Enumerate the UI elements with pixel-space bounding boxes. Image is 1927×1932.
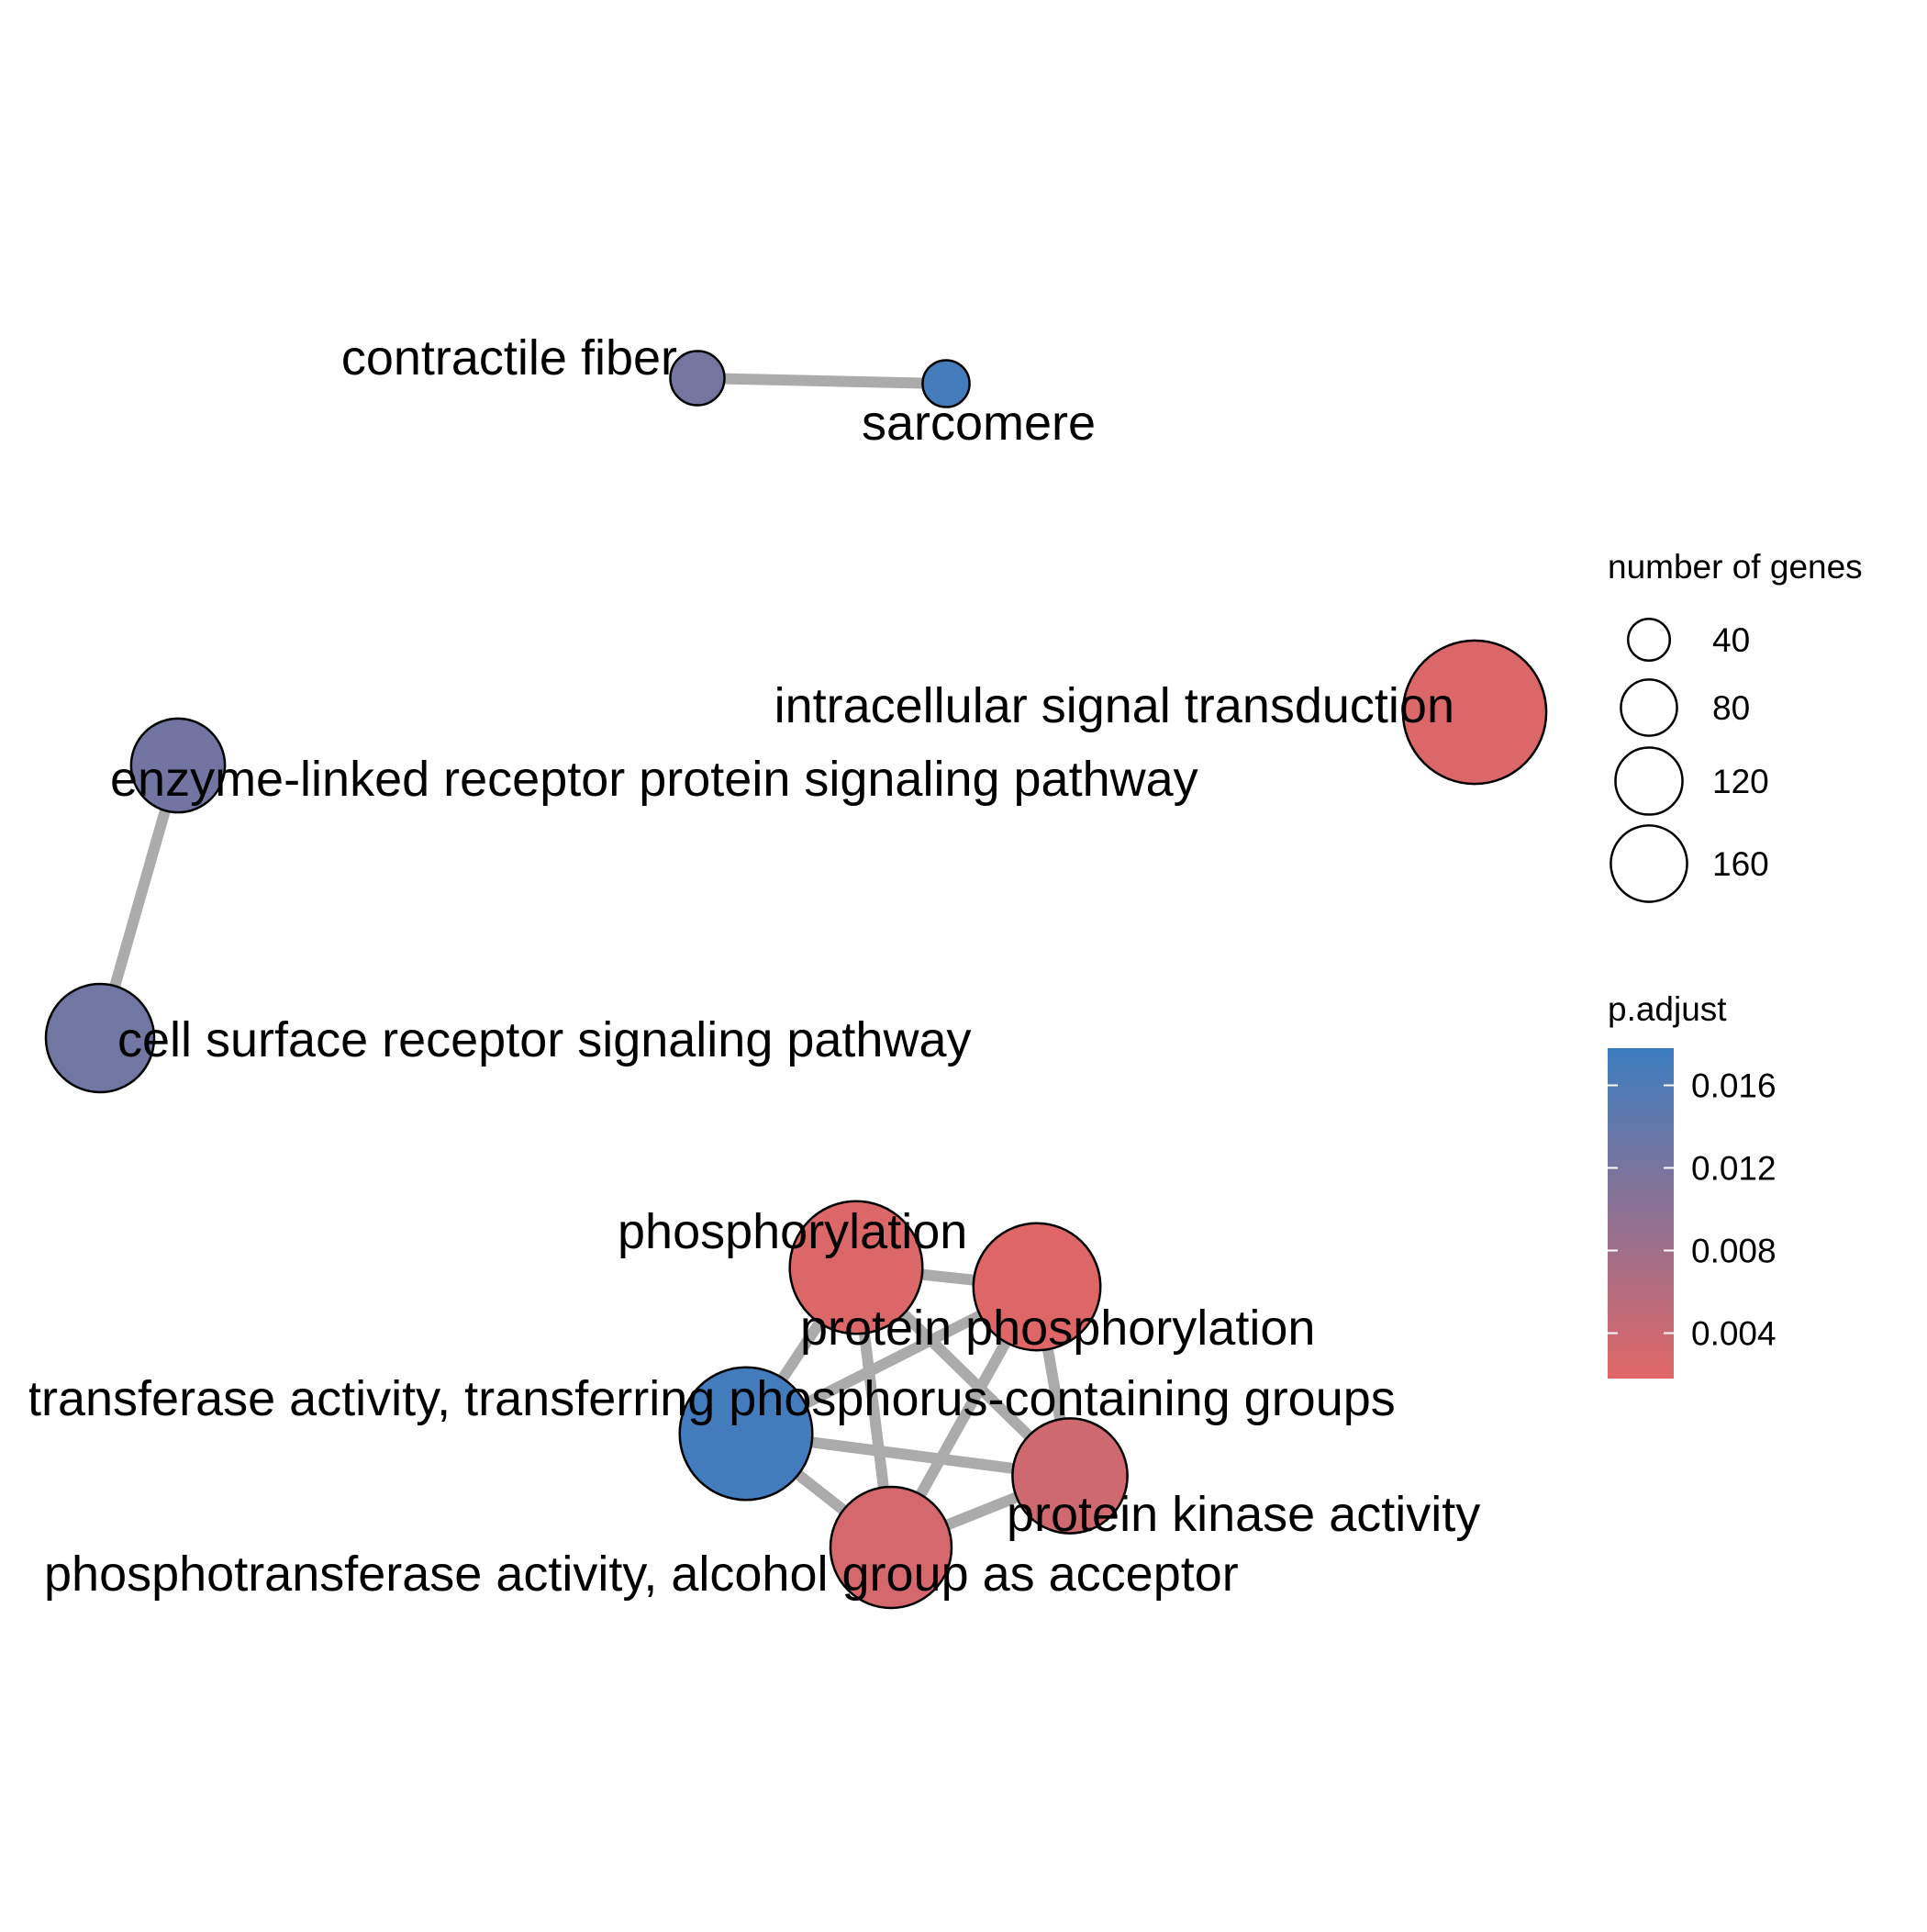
edge-contractile_fiber-sarcomere — [696, 373, 947, 389]
size-legend-circle-40 — [1626, 617, 1672, 663]
size-legend-label-160: 160 — [1712, 845, 1769, 883]
label-phosphorus-groups: transferase activity, transferring phosp… — [28, 1371, 1396, 1426]
color-legend-label-0.016: 0.016 — [1691, 1067, 1777, 1105]
color-bar — [1608, 1048, 1674, 1379]
size-legend-circle-80 — [1620, 678, 1678, 737]
label-enzyme-linked: enzyme-linked receptor protein signaling… — [110, 752, 1198, 807]
node-phosphorylation[interactable] — [788, 1200, 924, 1335]
size-legend-circle-120 — [1614, 746, 1684, 816]
color-legend-title: p.adjust — [1608, 990, 1727, 1028]
color-legend-label-0.008: 0.008 — [1691, 1233, 1777, 1270]
label-protein-phosphorylation: protein phosphorylation — [800, 1301, 1315, 1356]
nodes — [44, 350, 1548, 1610]
size-legend: number of genes 40 80 120 160 — [1608, 548, 1863, 903]
node-alcohol-acceptor[interactable] — [829, 1485, 953, 1610]
node-labels: contractile fiber sarcomere intracellular … — [28, 330, 1480, 1602]
size-legend-label-120: 120 — [1712, 763, 1769, 800]
color-legend: p.adjust 0.016 0.012 0.008 0.004 — [1608, 990, 1777, 1379]
size-legend-circle-160 — [1610, 824, 1688, 903]
size-legend-label-40: 40 — [1712, 621, 1750, 659]
node-protein-phosphorylation[interactable] — [972, 1222, 1102, 1352]
label-protein-kinase: protein kinase activity — [1007, 1487, 1480, 1542]
color-legend-label-0.004: 0.004 — [1691, 1315, 1777, 1353]
node-protein-kinase[interactable] — [1011, 1417, 1129, 1535]
node-phosphorus-groups[interactable] — [678, 1366, 814, 1502]
label-cell-surface: cell surface receptor signaling pathway — [117, 1012, 972, 1067]
label-alcohol-acceptor: phosphotransferase activity, alcohol gro… — [44, 1547, 1239, 1602]
size-legend-label-80: 80 — [1712, 689, 1750, 727]
label-sarcomere: sarcomere — [862, 396, 1096, 451]
size-legend-title: number of genes — [1608, 548, 1863, 586]
node-sarcomere[interactable] — [921, 359, 971, 408]
label-intracellular-signal-transduction: intracellular signal transduction — [774, 678, 1454, 733]
node-cell-surface[interactable] — [44, 982, 156, 1094]
node-intracellular-signal-transduction[interactable] — [1401, 639, 1548, 786]
node-enzyme-linked[interactable] — [129, 717, 227, 814]
color-legend-label-0.012: 0.012 — [1691, 1150, 1777, 1188]
label-contractile-fiber: contractile fiber — [341, 330, 677, 385]
node-contractile-fiber[interactable] — [669, 350, 726, 407]
label-phosphorylation: phosphorylation — [618, 1204, 967, 1259]
